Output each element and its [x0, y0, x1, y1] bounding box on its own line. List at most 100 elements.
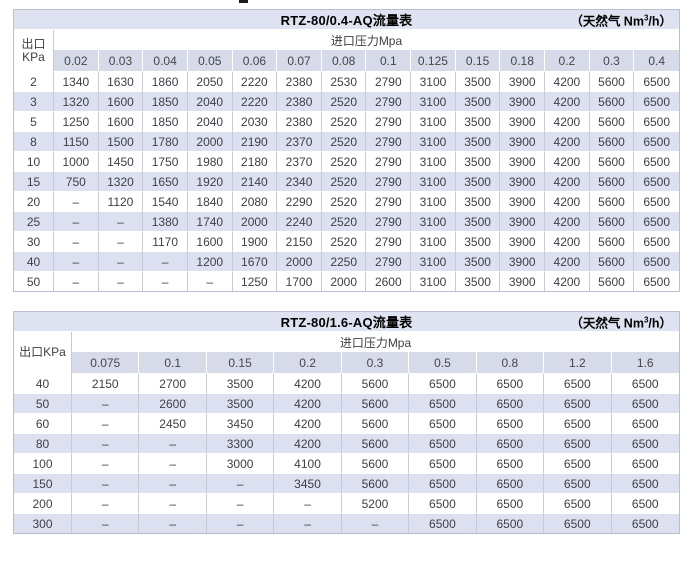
flow-value-cell: – — [72, 413, 140, 433]
outlet-corner-cell: 出口KPa — [14, 332, 72, 373]
table-title: RTZ-80/0.4-AQ流量表 — [280, 13, 413, 28]
flow-value-cell: 5600 — [589, 231, 635, 251]
flow-value-cell: 4200 — [274, 433, 342, 453]
table-row: 25– –1380 1740 2000 2240 2520 2790 3100 3500 3900… — [14, 211, 679, 231]
flow-value-cell: 2080 — [232, 191, 278, 211]
flow-value-cell: 6500 — [409, 453, 477, 473]
flow-value-cell: 6500 — [611, 393, 679, 413]
pressure-header-cell: 0.2 — [545, 50, 590, 71]
flow-value-cell: 6500 — [611, 513, 679, 533]
flow-value-cell: 750 — [54, 171, 99, 191]
flow-value-cell: 6500 — [409, 373, 477, 393]
flow-value-cell: 6500 — [409, 473, 477, 493]
table-row: 8 1150 1500 1780 2000 2190 2370 2520 2790 3100 350… — [14, 131, 679, 151]
flow-value-cell: 2790 — [366, 231, 412, 251]
table-title-cell: RTZ-80/0.4-AQ流量表 （天然气 Nm3/h） — [14, 10, 679, 30]
pressure-header-cell: 0.18 — [500, 50, 546, 71]
flow-value-cell: 6500 — [544, 453, 612, 473]
pressure-header-cell: 0.2 — [274, 352, 342, 373]
flow-table-rtz-80-04-aq: RTZ-80/0.4-AQ流量表 （天然气 Nm3/h） 出口 KPa 进口压力Mpa 0… — [13, 9, 680, 292]
flow-value-cell: 3100 — [411, 91, 456, 111]
table-row: 50–2600 3500 4200 5600 6500 6500 6500 6500 — [14, 393, 679, 413]
flow-value-cell: 4200 — [545, 131, 590, 151]
flow-value-cell: 6500 — [634, 131, 679, 151]
flow-value-cell: 1780 — [143, 131, 188, 151]
flow-value-cell: 2040 — [187, 111, 233, 131]
flow-value-cell: 1600 — [98, 91, 144, 111]
flow-value-cell: 6500 — [634, 231, 679, 251]
flow-value-cell: 5600 — [341, 453, 410, 473]
table-row: 20–1120 1540 1840 2080 2290 2520 2790 3100 3500 3… — [14, 191, 679, 211]
flow-value-cell: 6500 — [476, 433, 545, 453]
flow-value-cell: 3500 — [455, 151, 501, 171]
flow-value-cell: 6500 — [611, 473, 679, 493]
flow-value-cell: 2150 — [277, 231, 322, 251]
flow-value-cell: 4200 — [274, 413, 342, 433]
flow-value-cell: – — [72, 493, 140, 513]
flow-value-cell: – — [274, 493, 342, 513]
flow-value-cell: 4200 — [545, 211, 590, 231]
inlet-pressure-label-cell: 进口压力Mpa — [72, 332, 679, 352]
table-title: RTZ-80/1.6-AQ流量表 — [280, 315, 413, 330]
flow-value-cell: 5600 — [589, 151, 635, 171]
flow-value-cell: 4200 — [274, 393, 342, 413]
flow-value-cell: 3100 — [411, 171, 456, 191]
flow-value-cell: 2790 — [366, 71, 412, 91]
flow-value-cell: 1170 — [143, 231, 188, 251]
flow-value-cell: – — [341, 513, 410, 533]
flow-value-cell: 2530 — [321, 71, 367, 91]
flow-value-cell: 2380 — [277, 91, 322, 111]
flow-value-cell: 1740 — [187, 211, 233, 231]
table-unit-label: （天然气 Nm3/h） — [570, 314, 672, 330]
flow-value-cell: 6500 — [634, 151, 679, 171]
table-row: 5 1250 1600 1850 2040 2030 2380 2520 2790 3100 350… — [14, 111, 679, 131]
flow-value-cell: 1700 — [277, 271, 322, 291]
flow-value-cell: – — [143, 271, 188, 291]
flow-value-cell: 3500 — [455, 91, 501, 111]
flow-value-cell: 5600 — [341, 393, 410, 413]
outlet-value-cell: 40 — [14, 373, 72, 393]
flow-value-cell: 4200 — [545, 191, 590, 211]
flow-value-cell: 3300 — [206, 433, 275, 453]
flow-value-cell: 6500 — [544, 373, 612, 393]
flow-value-cell: 6500 — [544, 513, 612, 533]
flow-value-cell: 3900 — [500, 231, 546, 251]
flow-value-cell: 6500 — [611, 413, 679, 433]
flow-value-cell: 1000 — [54, 151, 99, 171]
table-row: 2 1340 1630 1860 2050 2220 2380 2530 2790 3100 350… — [14, 71, 679, 91]
flow-value-cell: – — [72, 393, 140, 413]
pressure-header-cell: 0.3 — [341, 352, 410, 373]
flow-value-cell: – — [187, 271, 233, 291]
flow-value-cell: 2600 — [366, 271, 412, 291]
pressure-header-cell: 0.5 — [409, 352, 477, 373]
pressure-header-cell: 0.02 — [54, 50, 99, 71]
table-row: 200– – – –5200 6500 6500 6500 6500 — [14, 493, 679, 513]
flow-value-cell: 3500 — [455, 231, 501, 251]
flow-value-cell: 2140 — [232, 171, 278, 191]
flow-value-cell: 4200 — [274, 373, 342, 393]
flow-table-rtz-80-16-aq: RTZ-80/1.6-AQ流量表 （天然气 Nm3/h） 出口KPa 进口压力Mpa 0… — [13, 311, 680, 534]
outlet-value-cell: 40 — [14, 251, 54, 271]
flow-value-cell: 3500 — [455, 271, 501, 291]
flow-value-cell: 2000 — [232, 211, 278, 231]
table-unit-label: （天然气 Nm3/h） — [570, 12, 672, 28]
flow-value-cell: 3450 — [206, 413, 275, 433]
flow-value-cell: 6500 — [544, 393, 612, 413]
flow-value-cell: 4200 — [545, 111, 590, 131]
pressure-header-cell: 0.05 — [187, 50, 233, 71]
flow-value-cell: 5600 — [589, 111, 635, 131]
outlet-value-cell: 20 — [14, 191, 54, 211]
flow-value-cell: 3100 — [411, 271, 456, 291]
flow-value-cell: – — [54, 231, 99, 251]
flow-value-cell: 6500 — [409, 493, 477, 513]
table-row: 60–2450 3450 4200 5600 6500 6500 6500 6500 — [14, 413, 679, 433]
flow-value-cell: 6500 — [634, 271, 679, 291]
flow-value-cell: 1320 — [98, 171, 144, 191]
outlet-value-cell: 50 — [14, 271, 54, 291]
flow-value-cell: 4200 — [545, 151, 590, 171]
pressure-header-cell: 0.03 — [98, 50, 144, 71]
flow-value-cell: – — [274, 513, 342, 533]
pressure-header-cell: 0.125 — [411, 50, 456, 71]
pressure-header-cell: 0.07 — [277, 50, 322, 71]
